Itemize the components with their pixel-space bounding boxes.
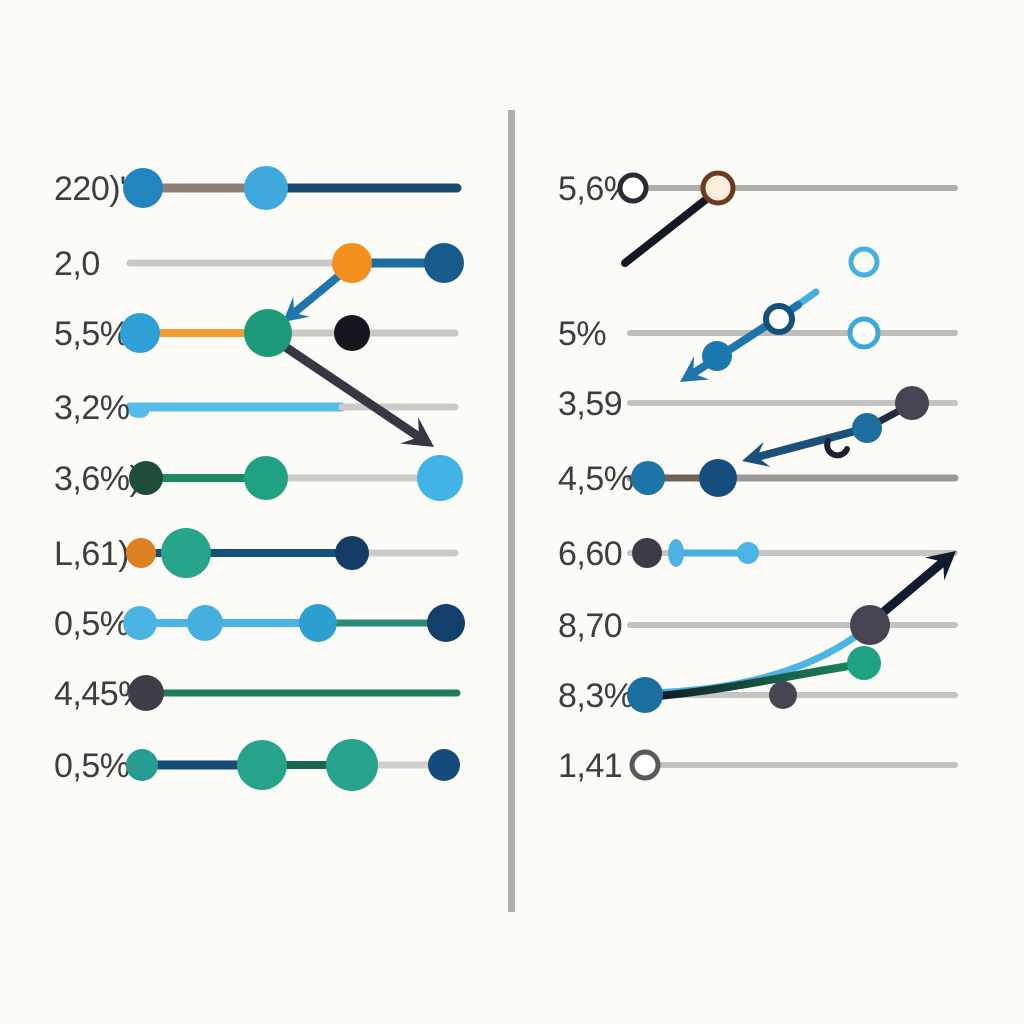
row-dot [334, 315, 370, 351]
row-dot [326, 739, 378, 791]
row-dot [126, 749, 158, 781]
row-label: 5% [558, 315, 606, 353]
big-dark-arrow-up-right-shaft [869, 557, 948, 625]
row-label: 5,5% [54, 315, 130, 353]
row-dot [244, 166, 288, 210]
row-label: 3,2% [54, 389, 130, 427]
big-dark-arrow-up-right-head [924, 551, 956, 581]
row-dot [244, 309, 292, 357]
open-circle-on-blue-arrow [763, 303, 795, 335]
row-dot [737, 542, 759, 564]
row-dot [187, 605, 223, 641]
row-label: 2,0 [54, 245, 100, 283]
teal-curve-end-dot [847, 646, 881, 680]
floating-lightblue-circle [848, 246, 880, 278]
row-dot [123, 606, 157, 640]
row-label: 1,41 [558, 747, 622, 785]
row-dot [161, 528, 211, 578]
dark-to-green-rising-curve [641, 660, 866, 701]
left-dark-arrow-down-right-head [400, 416, 434, 447]
left-dark-arrow-down-right-shaft [273, 337, 424, 442]
row-dot [128, 675, 164, 711]
small-crescent [824, 438, 850, 459]
row-label: 6,60 [558, 535, 622, 573]
row-dot [299, 604, 337, 642]
right-navy-arrow-down-left-shaft [753, 424, 871, 462]
panel-divider [508, 110, 515, 912]
row-marker-ellipse [129, 406, 149, 418]
row-open-circle [700, 170, 736, 206]
row-label: 220)" [54, 170, 132, 208]
row-dot [417, 455, 463, 501]
row-dot [850, 605, 890, 645]
row-dot [632, 538, 662, 568]
left-blue-arrow-down-left-head [283, 296, 310, 322]
row-dot [123, 168, 163, 208]
row-dot [427, 604, 465, 642]
row-open-circle [617, 172, 649, 204]
row-dot [895, 386, 929, 420]
row-dot [129, 461, 163, 495]
row-marker-ellipse [668, 539, 684, 567]
dot-on-blue-arrow [702, 341, 732, 371]
dot-on-navy-arrow [852, 413, 882, 443]
row-open-circle [629, 749, 661, 781]
row-label: 4,5% [558, 460, 634, 498]
row-dot [335, 536, 369, 570]
row-dot [244, 456, 288, 500]
row-dot [699, 459, 737, 497]
row-dot [631, 461, 665, 495]
row-label: 8,3% [558, 677, 634, 715]
row-label: 0,5% [54, 747, 130, 785]
row-label: L,61) [54, 535, 129, 573]
row-label: 3,6%) [54, 460, 140, 498]
row-dot [332, 243, 372, 283]
right-blue-arrow-down-left-head [680, 356, 710, 382]
row-dot [627, 677, 663, 713]
right-row1-diagonal [621, 186, 722, 267]
row-dot [424, 243, 464, 283]
row-open-circle [847, 316, 881, 350]
row-dot [428, 749, 460, 781]
right-navy-arrow-down-left-head [742, 441, 771, 467]
row-dot [120, 313, 160, 353]
row-dot [126, 538, 156, 568]
row-dot [769, 681, 797, 709]
row-dot [237, 740, 287, 790]
row-label: 8,70 [558, 607, 622, 645]
row-label: 3,59 [558, 385, 622, 423]
row-label: 0,5% [54, 605, 130, 643]
